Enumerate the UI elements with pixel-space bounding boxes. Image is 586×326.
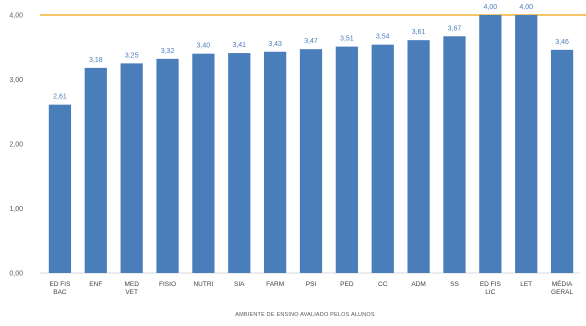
category-label-line: BAC [53,289,67,296]
bar [156,58,179,273]
category-label-line: ED FIS [49,281,71,288]
x-axis-title: AMBIENTE DE ENSINO AVALIADO PELOS ALUNOS [235,312,375,318]
data-label: 3,54 [376,34,390,41]
category-label-line: PED [340,281,354,288]
bar [120,63,143,273]
category-label-line: LIC [485,289,495,296]
data-label: 3,47 [304,38,318,45]
data-label: 3,61 [412,29,426,36]
bar [264,51,287,273]
category-label: FISIO [159,281,176,288]
category-label: ED FIS LIC [480,281,502,296]
y-tick-label: 0,00 [9,271,23,278]
category-label: MED VET [124,281,139,296]
bar [48,104,72,273]
category-label: CC [378,281,388,288]
category-label: ENF [89,281,102,288]
bar [84,67,107,273]
y-tick-label: 3,00 [9,77,23,84]
data-label: 4,00 [484,4,498,11]
data-label: 3,18 [89,57,103,64]
bar [515,15,538,273]
category-label: PED [340,281,354,288]
category-label-line: LET [520,281,532,288]
category-label: FARM [266,281,284,288]
data-label: 3,43 [268,41,282,48]
category-label-line: SIA [234,281,245,288]
category-label-line: ADM [411,281,425,288]
category-label-line: ENF [89,281,102,288]
category-label-line: SS [450,281,459,288]
bar [299,49,323,274]
bar [443,36,466,273]
bar [550,49,574,273]
bar [371,44,394,273]
category-label-line: VET [125,289,138,296]
category-label: SS [450,281,459,288]
category-label-line: FISIO [159,281,176,288]
y-tick-label: 4,00 [9,13,23,20]
bar [228,53,251,274]
data-label: 3,32 [161,48,175,55]
y-tick-label: 1,00 [9,206,23,213]
category-label-line: MÉDIA [552,279,573,288]
category-label: PSI [306,281,317,288]
data-label: 3,41 [232,42,246,49]
data-label: 3,40 [197,43,211,50]
category-label-line: ED FIS [480,281,502,288]
y-tick-label: 2,00 [9,142,23,149]
category-label-line: CC [378,281,388,288]
data-labels-group: 2,61 3,18 3,25 3,32 3,40 3,41 3,43 3,47 3,51 3,54… [53,4,569,101]
category-label: ADM [411,281,425,288]
category-label: MÉDIA GERAL [551,279,573,296]
category-label: NUTRI [193,281,213,288]
data-label: 3,25 [125,52,139,59]
bar [407,40,430,273]
category-label: LET [520,281,532,288]
category-label-line: MED [124,281,139,288]
data-label: 3,46 [555,39,569,46]
category-label-line: PSI [306,281,317,288]
data-label: 2,61 [53,94,67,101]
bars-group [48,15,574,274]
category-label: ED FIS BAC [49,281,71,296]
data-label: 3,67 [448,25,462,32]
y-axis-ticks: 0,00 1,00 2,00 3,00 4,00 [9,13,23,278]
category-label: SIA [234,281,245,288]
category-label-line: FARM [266,281,284,288]
category-label-line: GERAL [551,289,573,296]
bar [192,53,215,274]
bar [479,15,502,273]
category-label-line: NUTRI [193,281,213,288]
bar [335,46,358,274]
data-label: 3,51 [340,36,354,43]
data-label: 4,00 [519,4,533,11]
